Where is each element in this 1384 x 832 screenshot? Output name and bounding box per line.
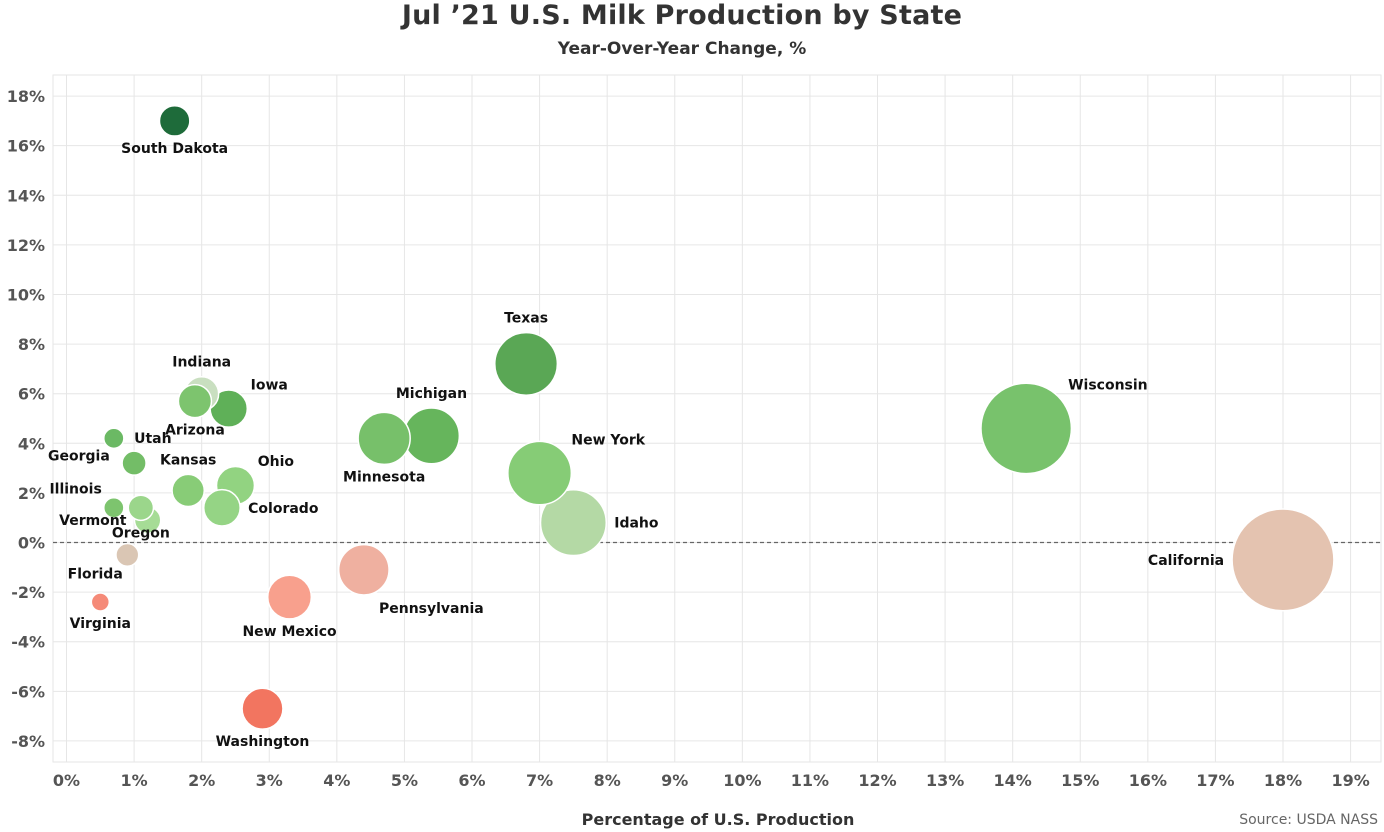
- bubble-new-mexico[interactable]: [266, 574, 313, 620]
- bubble-south-dakota[interactable]: [158, 104, 191, 137]
- bubble-illinois[interactable]: [103, 496, 125, 519]
- x-tick-label: 1%: [121, 771, 148, 790]
- bubble-oregon[interactable]: [127, 494, 155, 522]
- bubble-texas[interactable]: [494, 331, 559, 396]
- y-tick-label: 8%: [18, 335, 45, 354]
- x-tick-label: 15%: [1061, 771, 1099, 790]
- label-texas: Texas: [504, 311, 548, 327]
- x-axis: 0% 1% 2% 3% 4% 5% 6% 7% 8% 9% 10% 11% 12% 13% 14% 15% 16…: [53, 771, 1370, 790]
- label-ohio: Ohio: [258, 454, 295, 470]
- grid-lines: [52, 74, 1382, 763]
- bubble-california[interactable]: [1231, 508, 1335, 612]
- y-tick-label: 6%: [18, 385, 45, 404]
- bubble-virginia[interactable]: [90, 592, 111, 612]
- label-south-dakota: South Dakota: [121, 141, 228, 157]
- x-axis-title: Percentage of U.S. Production: [582, 810, 855, 829]
- x-tick-label: 12%: [858, 771, 896, 790]
- label-indiana: Indiana: [172, 355, 231, 371]
- bubble-arizona[interactable]: [177, 383, 213, 419]
- x-tick-label: 0%: [53, 771, 80, 790]
- y-tick-label: 4%: [18, 434, 45, 453]
- y-tick-label: -8%: [11, 732, 45, 751]
- label-california: California: [1148, 553, 1224, 569]
- x-tick-label: 2%: [188, 771, 215, 790]
- label-pennsylvania: Pennsylvania: [379, 601, 484, 617]
- label-colorado: Colorado: [248, 501, 319, 517]
- y-tick-label: 10%: [7, 285, 45, 304]
- chart-title: Jul ’21 U.S. Milk Production by State: [401, 0, 963, 31]
- x-tick-label: 3%: [256, 771, 283, 790]
- label-utah: Utah: [134, 431, 171, 447]
- label-illinois: Illinois: [49, 482, 101, 498]
- bubble-idaho[interactable]: [539, 489, 608, 557]
- source-note: Source: USDA NASS: [1239, 812, 1378, 828]
- bubbles: [90, 104, 1335, 730]
- label-iowa: Iowa: [251, 378, 288, 394]
- y-tick-label: -6%: [11, 682, 45, 701]
- y-tick-label: -2%: [11, 583, 45, 602]
- x-tick-label: 18%: [1264, 771, 1302, 790]
- x-tick-label: 16%: [1129, 771, 1167, 790]
- y-tick-label: -4%: [11, 633, 45, 652]
- bubble-wisconsin[interactable]: [980, 382, 1073, 475]
- label-wisconsin: Wisconsin: [1068, 378, 1148, 394]
- label-michigan: Michigan: [396, 386, 467, 402]
- x-tick-label: 4%: [323, 771, 350, 790]
- label-minnesota: Minnesota: [343, 469, 425, 485]
- x-tick-label: 11%: [791, 771, 829, 790]
- label-vermont: Vermont: [59, 513, 127, 529]
- label-new-mexico: New Mexico: [242, 624, 337, 640]
- label-new-york: New York: [571, 432, 645, 448]
- x-tick-label: 19%: [1331, 771, 1369, 790]
- x-tick-label: 5%: [391, 771, 418, 790]
- x-tick-label: 7%: [526, 771, 553, 790]
- bubble-colorado[interactable]: [203, 488, 241, 527]
- bubble-labels: South Dakota Texas Wisconsin Michigan Minnes…: [48, 141, 1224, 750]
- plot-area: [52, 74, 1382, 763]
- bubble-kansas[interactable]: [171, 473, 206, 508]
- label-virginia: Virginia: [70, 616, 131, 632]
- y-tick-label: 18%: [7, 87, 45, 106]
- x-tick-label: 10%: [723, 771, 761, 790]
- bubble-utah[interactable]: [121, 450, 147, 476]
- label-washington: Washington: [216, 734, 310, 750]
- y-tick-label: 0%: [18, 534, 45, 553]
- x-tick-label: 17%: [1196, 771, 1234, 790]
- y-tick-label: 16%: [7, 137, 45, 156]
- bubble-florida[interactable]: [115, 542, 140, 568]
- y-tick-label: 2%: [18, 484, 45, 503]
- label-florida: Florida: [68, 566, 123, 582]
- y-axis: -8% -6% -4% -2% 0% 2% 4% 6% 8% 10% 12% 14% 16% 18%: [7, 87, 45, 751]
- label-arizona: Arizona: [165, 423, 225, 439]
- x-tick-label: 9%: [661, 771, 688, 790]
- bubble-new-york[interactable]: [507, 440, 573, 506]
- x-tick-label: 8%: [594, 771, 621, 790]
- label-kansas: Kansas: [160, 452, 216, 468]
- label-idaho: Idaho: [614, 516, 659, 532]
- y-tick-label: 12%: [7, 236, 45, 255]
- bubble-washington[interactable]: [241, 687, 284, 730]
- x-tick-label: 6%: [458, 771, 485, 790]
- bubble-michigan[interactable]: [402, 407, 461, 465]
- chart-subtitle: Year-Over-Year Change, %: [557, 39, 807, 59]
- x-tick-label: 13%: [926, 771, 964, 790]
- label-georgia: Georgia: [48, 448, 110, 464]
- bubble-minnesota[interactable]: [357, 411, 411, 466]
- bubble-pennsylvania[interactable]: [337, 543, 390, 596]
- x-tick-label: 14%: [994, 771, 1032, 790]
- bubble-georgia[interactable]: [103, 427, 125, 450]
- y-tick-label: 14%: [7, 186, 45, 205]
- label-oregon: Oregon: [112, 525, 170, 541]
